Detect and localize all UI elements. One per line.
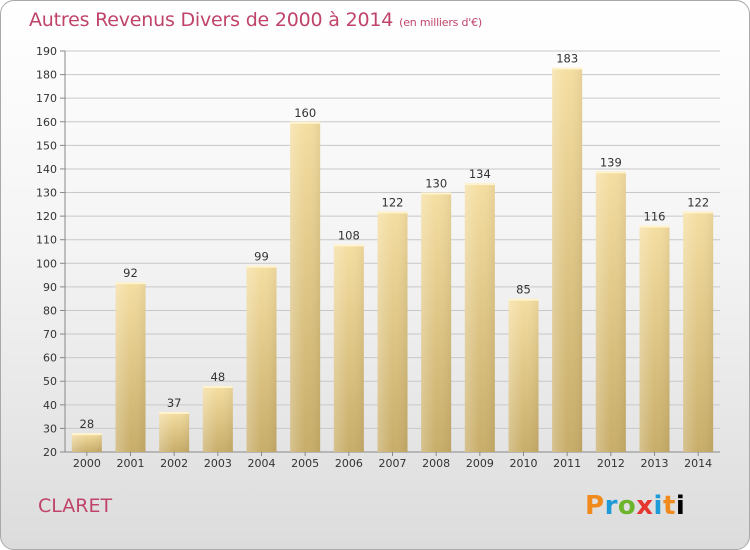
bar-value-label: 139 — [600, 155, 622, 169]
bar-top-highlight — [71, 433, 102, 436]
bar-value-label: 130 — [425, 177, 447, 191]
bar-shading — [639, 225, 670, 452]
y-tick-label: 160 — [36, 116, 57, 129]
title-text: Autres Revenus Divers de 2000 à 2014 — [29, 9, 394, 31]
y-tick-label: 70 — [43, 328, 57, 341]
x-tick-label: 2000 — [73, 457, 101, 470]
title-unit: (en milliers d'€) — [399, 16, 483, 29]
bar-top-highlight — [464, 183, 495, 186]
y-tick-label: 90 — [43, 281, 57, 294]
bar-shading — [71, 433, 102, 452]
x-tick-label: 2006 — [335, 457, 363, 470]
bar-value-label: 116 — [644, 210, 666, 224]
x-tick-label: 2010 — [510, 457, 538, 470]
x-tick-label: 2013 — [641, 457, 669, 470]
bar-shading — [115, 282, 146, 452]
bar-top-highlight — [246, 265, 277, 268]
bar-value-label: 183 — [556, 52, 578, 66]
x-tick-label: 2011 — [553, 457, 581, 470]
y-tick-label: 150 — [36, 139, 57, 152]
bar-top-highlight — [290, 121, 321, 124]
y-tick-label: 110 — [36, 234, 57, 247]
proxiti-logo[interactable]: Proxiti — [585, 491, 686, 521]
x-tick-label: 2001 — [117, 457, 145, 470]
y-tick-label: 80 — [43, 304, 57, 317]
bar-value-label: 92 — [123, 266, 138, 280]
bar-top-highlight — [639, 225, 670, 228]
bar-top-highlight — [115, 282, 146, 285]
y-tick-label: 50 — [43, 375, 57, 388]
bar-shading — [202, 385, 233, 452]
chart-title: Autres Revenus Divers de 2000 à 2014 (en … — [29, 9, 482, 31]
y-tick-label: 190 — [36, 45, 57, 58]
y-tick-label: 20 — [43, 446, 57, 459]
labels: 28 2000 92 2001 37 2002 48 2003 99 2004 160 2005 108… — [73, 52, 712, 470]
bar-top-highlight — [552, 67, 583, 70]
bar-shading — [333, 244, 364, 452]
y-tick-label: 130 — [36, 187, 57, 200]
bars — [71, 67, 714, 453]
bar-shading — [290, 121, 321, 452]
bar-value-label: 122 — [687, 195, 709, 209]
bar-value-label: 37 — [167, 396, 182, 410]
x-tick-label: 2002 — [160, 457, 188, 470]
y-tick-label: 170 — [36, 92, 57, 105]
x-tick-label: 2012 — [597, 457, 625, 470]
bar-shading — [552, 67, 583, 452]
bar-top-highlight — [421, 192, 452, 195]
bar-shading — [246, 265, 277, 452]
bar-shading — [377, 211, 408, 452]
x-tick-label: 2014 — [684, 457, 712, 470]
bar-value-label: 99 — [254, 250, 269, 264]
y-tick-label: 60 — [43, 352, 57, 365]
bar-top-highlight — [683, 211, 714, 214]
bar-value-label: 48 — [211, 370, 226, 384]
x-tick-label: 2005 — [291, 457, 319, 470]
x-tick-label: 2009 — [466, 457, 494, 470]
bar-shading — [159, 411, 190, 452]
bar-shading — [683, 211, 714, 452]
y-tick-label: 120 — [36, 210, 57, 223]
bar-shading — [464, 183, 495, 452]
bar-shading — [421, 192, 452, 452]
x-tick-label: 2007 — [379, 457, 407, 470]
y-tick-label: 140 — [36, 163, 57, 176]
bar-top-highlight — [202, 385, 233, 388]
bar-value-label: 28 — [80, 417, 95, 431]
y-tick-label: 40 — [43, 399, 57, 412]
bar-top-highlight — [595, 171, 626, 174]
y-tick-label: 100 — [36, 257, 57, 270]
bar-top-highlight — [159, 411, 190, 414]
bar-shading — [595, 171, 626, 453]
bar-top-highlight — [508, 298, 539, 301]
bar-shading — [508, 298, 539, 452]
bar-value-label: 134 — [469, 167, 491, 181]
bar-value-label: 122 — [382, 195, 404, 209]
bar-value-label: 160 — [294, 106, 316, 120]
y-tick-label: 180 — [36, 69, 57, 82]
x-tick-label: 2008 — [422, 457, 450, 470]
commune-name: CLARET — [38, 495, 113, 517]
bar-value-label: 108 — [338, 228, 360, 242]
bar-top-highlight — [377, 211, 408, 214]
bar-top-highlight — [333, 244, 364, 247]
x-tick-label: 2004 — [248, 457, 276, 470]
x-tick-label: 2003 — [204, 457, 232, 470]
y-tick-label: 30 — [43, 422, 57, 435]
bar-value-label: 85 — [516, 283, 531, 297]
